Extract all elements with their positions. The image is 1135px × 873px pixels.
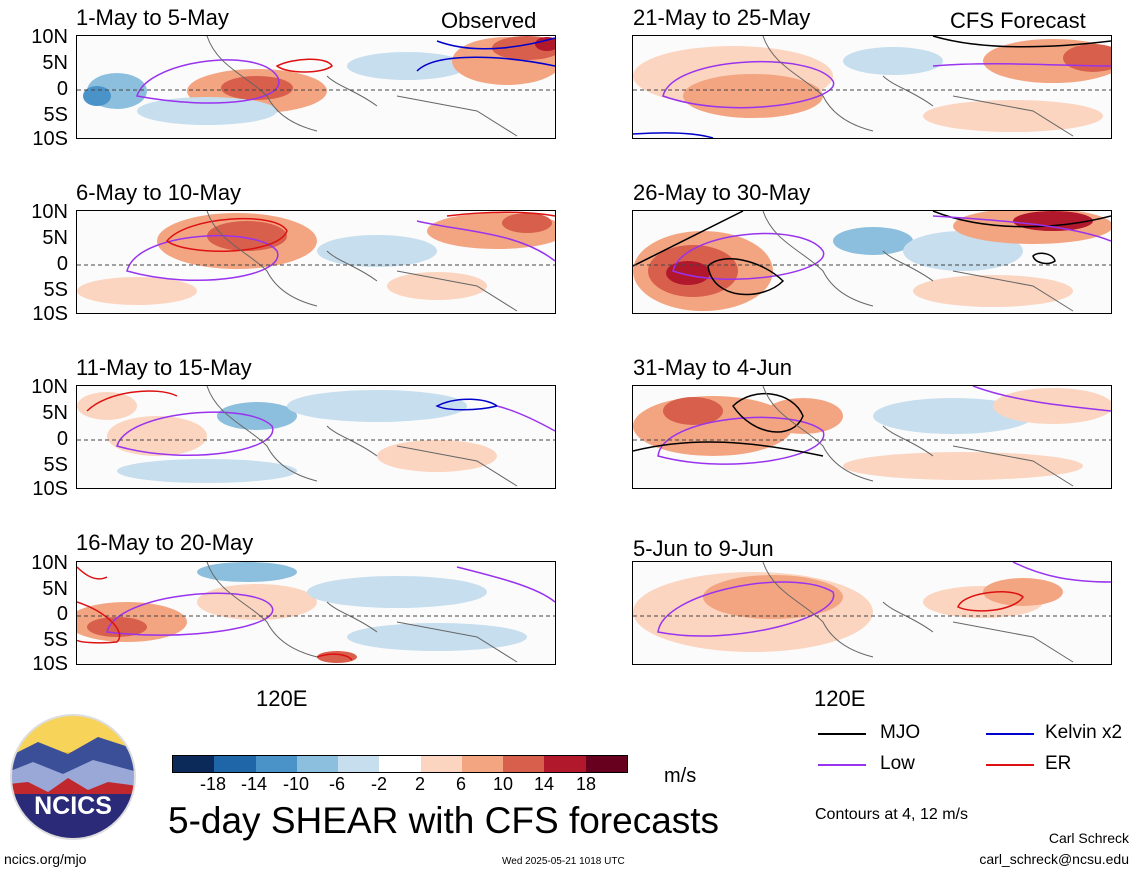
lat-5n: 5N [42,578,68,600]
lat-10n: 10N [31,552,68,574]
colorbar-tick: 2 [414,774,425,794]
lat-10s: 10S [32,303,68,325]
map-panel-4 [632,210,1112,314]
legend-low-label: Low [880,753,915,774]
panel-title-6: 31-May to 4-Jun [633,355,792,380]
lat-10s: 10S [32,653,68,675]
cfs-forecast-label: CFS Forecast [950,8,1086,33]
panel-title-3: 6-May to 10-May [76,180,242,205]
contours-note: Contours at 4, 12 m/s [815,806,968,823]
colorbar-swatch [420,756,462,772]
colorbar [172,755,628,773]
colorbar-tick: 18 [575,774,597,794]
legend-er-line [986,764,1034,766]
colorbar-tick: -18 [199,774,226,794]
legend-kelvin-label: Kelvin x2 [1045,722,1123,743]
map-panel-5 [76,385,556,489]
timestamp: Wed 2025-05-21 1018 UTC [502,856,625,867]
main-title: 5-day SHEAR with CFS forecasts [168,800,720,841]
lat-10s: 10S [32,128,68,150]
lat-0: 0 [56,78,68,100]
lat-5s: 5S [43,104,68,126]
map-panel-2 [632,35,1112,139]
lat-5s: 5S [43,454,68,476]
colorbar-tick: 14 [533,774,555,794]
lat-0: 0 [56,253,68,275]
lat-5s: 5S [43,279,68,301]
colorbar-swatch [338,756,380,772]
legend-mjo-label: MJO [880,722,921,743]
lat-5n: 5N [42,402,68,424]
colorbar-swatch [503,756,545,772]
colorbar-swatch [173,756,215,772]
colorbar-swatch [461,756,504,772]
author-email: carl_schreck@ncsu.edu [979,851,1129,867]
ncics-logo-text: NCICS [34,792,112,820]
map-panel-7 [76,561,556,665]
map-panel-1 [76,35,556,139]
colorbar-tick: 10 [492,774,514,794]
colorbar-units: m/s [664,765,697,787]
panel-title-2: 21-May to 25-May [633,5,811,30]
lat-10s: 10S [32,478,68,500]
colorbar-swatch [379,756,421,772]
colorbar-tick: -6 [328,774,345,794]
panel-title-4: 26-May to 30-May [633,180,811,205]
colorbar-tick: -14 [240,774,267,794]
colorbar-tick: 6 [455,774,466,794]
lat-10n: 10N [31,201,68,223]
legend-low-line [818,764,866,766]
lat-5n: 5N [42,52,68,74]
legend-kelvin-line [986,733,1034,735]
colorbar-swatch [296,756,339,772]
lon-label-right: 120E [814,686,866,711]
map-panel-6 [632,385,1112,489]
lat-0: 0 [56,603,68,625]
panel-title-7: 16-May to 20-May [76,530,254,555]
colorbar-tick: -2 [370,774,387,794]
lon-label-left: 120E [256,686,308,711]
author-name: Carl Schreck [1048,830,1129,846]
colorbar-swatch [214,756,256,772]
lat-10n: 10N [31,376,68,398]
legend-er-label: ER [1045,753,1072,774]
panel-title-5: 11-May to 15-May [76,355,252,380]
colorbar-tick: -10 [282,774,309,794]
lat-0: 0 [56,428,68,450]
site-link[interactable]: ncics.org/mjo [4,851,87,867]
legend-mjo-line [818,733,866,735]
panel-title-8: 5-Jun to 9-Jun [633,536,774,561]
observed-label: Observed [441,8,537,33]
lat-10n: 10N [31,26,68,48]
map-panel-3 [76,210,556,314]
map-panel-8 [632,561,1112,665]
lat-5n: 5N [42,227,68,249]
colorbar-swatch [255,756,297,772]
panel-title-1: 1-May to 5-May [76,5,229,30]
lat-5s: 5S [43,629,68,651]
ncics-logo: NCICS [8,712,138,842]
colorbar-swatch [585,756,627,772]
colorbar-swatch [544,756,586,772]
